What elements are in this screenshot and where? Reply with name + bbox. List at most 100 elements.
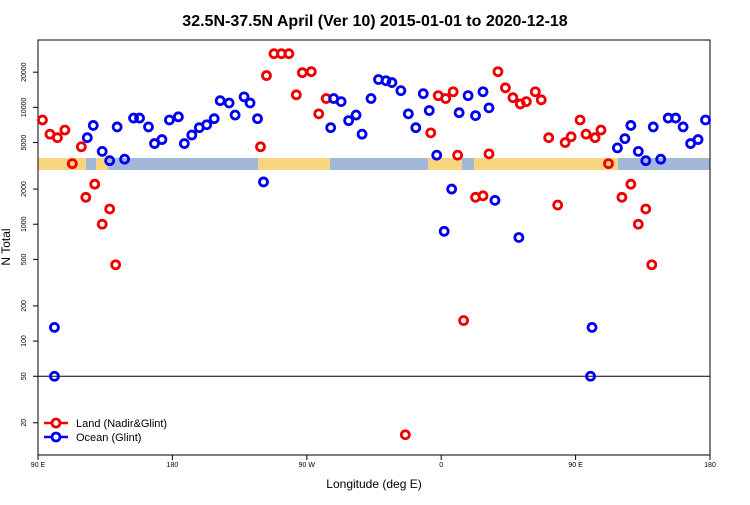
y-tick-label: 500 — [21, 253, 28, 265]
data-point — [49, 370, 60, 382]
data-point — [128, 112, 139, 124]
y-tick-label: 200 — [21, 300, 28, 312]
land-strip — [428, 158, 462, 170]
data-point — [87, 120, 99, 131]
data-point — [477, 86, 489, 98]
data-point — [670, 112, 682, 124]
legend: Land (Nadir&Glint) Ocean (Glint) — [44, 417, 167, 444]
data-point — [580, 128, 592, 140]
data-point — [252, 113, 263, 125]
data-point — [223, 97, 235, 109]
data-point — [380, 75, 392, 87]
data-point — [201, 119, 213, 131]
data-point — [492, 66, 504, 78]
data-point — [529, 86, 541, 98]
data-point — [350, 109, 362, 121]
data-point — [186, 129, 198, 141]
chart-title: 32.5N-37.5N April (Ver 10) 2015-01-01 to… — [182, 13, 568, 30]
data-point — [325, 122, 337, 134]
land-mask-strip — [38, 158, 710, 170]
data-point — [119, 153, 131, 165]
data-point — [447, 86, 459, 98]
data-point — [677, 121, 689, 133]
data-point — [52, 132, 63, 144]
y-axis-label: N Total — [0, 228, 13, 265]
land-strip — [38, 158, 86, 170]
land-strip — [258, 158, 330, 170]
data-point — [452, 149, 464, 161]
data-point — [75, 141, 87, 153]
y-tick-label: 100 — [21, 335, 28, 347]
data-point — [386, 77, 398, 88]
data-point — [543, 132, 555, 144]
data-point — [640, 155, 652, 167]
data-point — [603, 158, 614, 170]
land-strip — [474, 158, 500, 170]
data-point — [335, 96, 347, 108]
data-point — [172, 111, 184, 123]
data-point — [616, 191, 628, 203]
data-point — [283, 48, 295, 60]
data-point — [470, 110, 481, 122]
legend-label: Land (Nadir&Glint) — [76, 418, 167, 430]
data-point — [214, 95, 226, 107]
x-tick-label: 90 W — [299, 462, 316, 469]
y-tick-label: 20000 — [21, 62, 28, 82]
x-axis-label: Longitude (deg E) — [326, 477, 421, 491]
data-point — [178, 138, 190, 149]
legend-marker — [50, 431, 62, 443]
data-point — [446, 183, 458, 195]
data-point — [81, 132, 93, 144]
data-point — [507, 92, 519, 104]
data-point — [365, 93, 377, 104]
x-tick-label: 180 — [167, 462, 179, 469]
data-point — [399, 429, 411, 441]
data-point — [402, 108, 414, 120]
data-point — [96, 145, 108, 157]
data-point — [208, 113, 220, 125]
data-point — [111, 121, 123, 133]
data-point — [261, 70, 272, 81]
data-point — [423, 105, 435, 116]
data-point — [574, 114, 586, 126]
data-point — [489, 194, 501, 206]
data-point — [589, 132, 601, 144]
legend-marker — [50, 417, 62, 429]
data-point — [431, 149, 443, 161]
data-point — [410, 122, 422, 134]
data-point — [655, 153, 667, 165]
data-point — [156, 134, 168, 145]
data-point — [395, 85, 407, 97]
data-point — [552, 199, 564, 211]
x-tick-label: 90 E — [31, 462, 46, 469]
data-point — [104, 155, 116, 167]
data-point — [356, 128, 368, 140]
data-point — [453, 107, 465, 119]
data-point — [632, 218, 644, 230]
data-point — [66, 158, 78, 170]
data-point — [244, 97, 256, 109]
data-point — [500, 82, 511, 94]
data-point — [255, 141, 266, 153]
y-tick-label: 50 — [21, 372, 28, 380]
data-point — [290, 89, 302, 101]
data-point — [143, 121, 154, 133]
data-point — [513, 232, 525, 243]
x-tick-label: 0 — [439, 462, 443, 469]
x-tick-label: 90 E — [568, 462, 583, 469]
data-point — [134, 112, 145, 124]
data-point — [477, 190, 489, 202]
data-point — [258, 176, 269, 188]
data-point — [520, 96, 532, 108]
data-point — [49, 321, 60, 333]
data-point — [462, 90, 474, 102]
data-point — [59, 124, 71, 136]
data-point — [110, 259, 122, 271]
data-point — [612, 142, 623, 154]
data-point — [619, 133, 631, 145]
legend-label: Ocean (Glint) — [76, 432, 141, 444]
data-point — [640, 203, 652, 215]
y-tick-label: 20 — [21, 419, 28, 427]
